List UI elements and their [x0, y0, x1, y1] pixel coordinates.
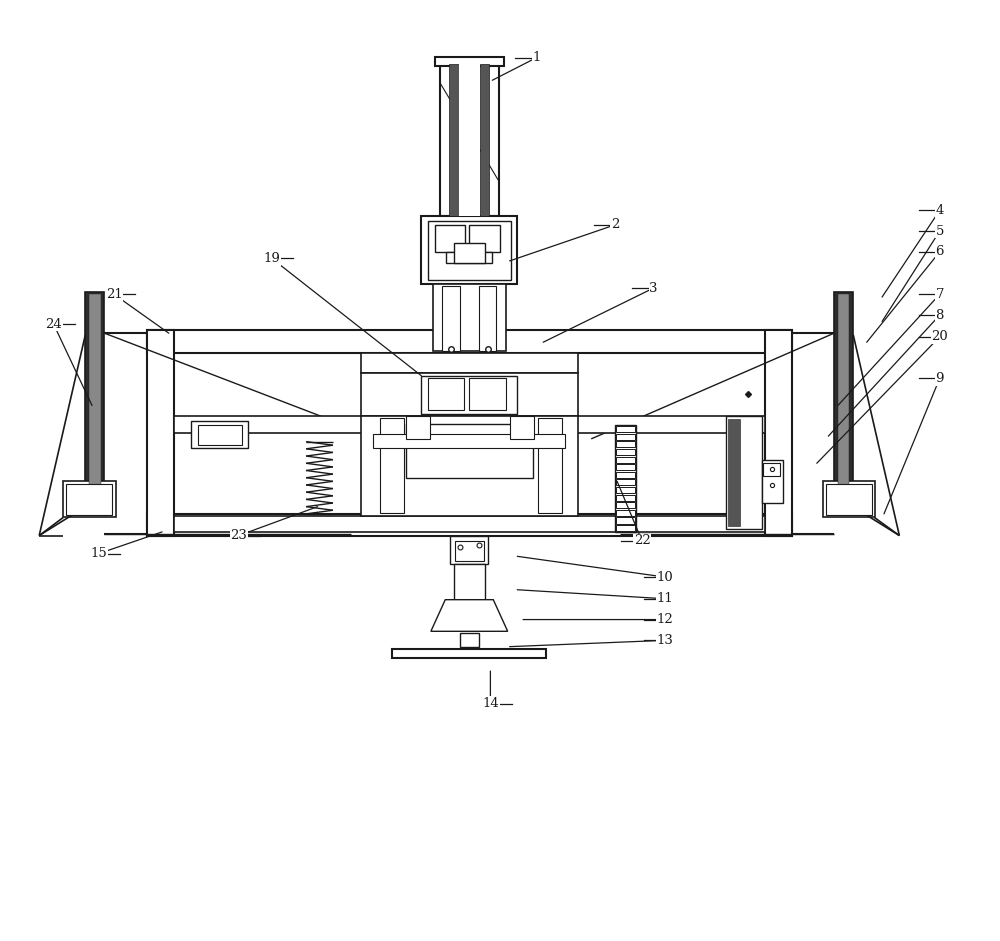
Text: 9: 9: [935, 372, 944, 385]
Bar: [373, 435, 565, 448]
Text: 22: 22: [634, 534, 650, 548]
Bar: [63, 482, 116, 518]
Bar: [616, 510, 635, 516]
Text: 15: 15: [90, 547, 107, 560]
Bar: [198, 425, 242, 445]
Bar: [615, 425, 636, 532]
Bar: [428, 221, 511, 279]
Bar: [510, 416, 534, 439]
Bar: [361, 353, 578, 373]
Bar: [421, 215, 517, 283]
Bar: [435, 56, 504, 66]
Bar: [85, 292, 104, 495]
Bar: [361, 416, 578, 516]
Bar: [428, 378, 464, 410]
Text: 13: 13: [657, 634, 674, 646]
Text: 10: 10: [657, 570, 673, 583]
Text: 1: 1: [532, 51, 541, 64]
Bar: [838, 295, 849, 492]
Bar: [826, 484, 872, 515]
Text: 23: 23: [230, 529, 247, 542]
Bar: [762, 459, 783, 503]
Bar: [174, 416, 765, 433]
Bar: [392, 649, 546, 659]
Bar: [380, 418, 404, 513]
Bar: [616, 441, 635, 447]
Text: 5: 5: [935, 225, 944, 238]
Text: 14: 14: [482, 697, 499, 710]
Bar: [361, 373, 578, 416]
Bar: [616, 495, 635, 501]
Text: 6: 6: [935, 246, 944, 259]
Bar: [616, 434, 635, 439]
Bar: [455, 541, 484, 561]
Text: 11: 11: [657, 592, 673, 605]
Text: 20: 20: [931, 330, 948, 343]
Bar: [433, 283, 506, 351]
Bar: [147, 330, 792, 353]
Bar: [435, 225, 465, 252]
Bar: [616, 426, 635, 432]
Bar: [446, 252, 492, 263]
Bar: [406, 416, 430, 439]
Bar: [191, 421, 248, 448]
Bar: [616, 518, 635, 523]
Text: 4: 4: [935, 204, 944, 216]
Text: 21: 21: [106, 288, 122, 301]
Text: 19: 19: [263, 251, 280, 264]
Bar: [406, 423, 533, 478]
Bar: [726, 416, 762, 529]
Bar: [89, 295, 101, 492]
Bar: [616, 487, 635, 493]
Text: 7: 7: [935, 288, 944, 301]
Bar: [454, 243, 485, 263]
Polygon shape: [431, 599, 508, 631]
Bar: [616, 456, 635, 463]
Bar: [459, 64, 480, 215]
Bar: [460, 633, 479, 646]
Bar: [147, 330, 174, 536]
Bar: [616, 471, 635, 478]
Bar: [616, 525, 635, 531]
Bar: [421, 375, 517, 414]
Bar: [616, 464, 635, 470]
Bar: [480, 64, 489, 215]
Text: 8: 8: [935, 309, 944, 322]
Bar: [616, 502, 635, 508]
Bar: [538, 418, 562, 513]
Bar: [449, 64, 459, 215]
Bar: [616, 479, 635, 486]
Bar: [440, 62, 499, 215]
Bar: [479, 286, 496, 351]
Bar: [765, 330, 792, 536]
Bar: [763, 463, 780, 476]
Bar: [469, 225, 500, 252]
Text: 3: 3: [649, 281, 658, 295]
Bar: [469, 378, 506, 410]
Text: 2: 2: [611, 218, 619, 231]
Bar: [174, 516, 765, 532]
Bar: [66, 484, 112, 515]
Bar: [728, 419, 740, 526]
Bar: [616, 449, 635, 455]
Bar: [442, 286, 460, 351]
Bar: [834, 292, 853, 495]
Text: 24: 24: [45, 318, 62, 330]
Bar: [147, 514, 792, 536]
Bar: [454, 564, 485, 599]
Text: 12: 12: [657, 613, 673, 626]
Bar: [823, 482, 875, 518]
Bar: [450, 536, 488, 564]
